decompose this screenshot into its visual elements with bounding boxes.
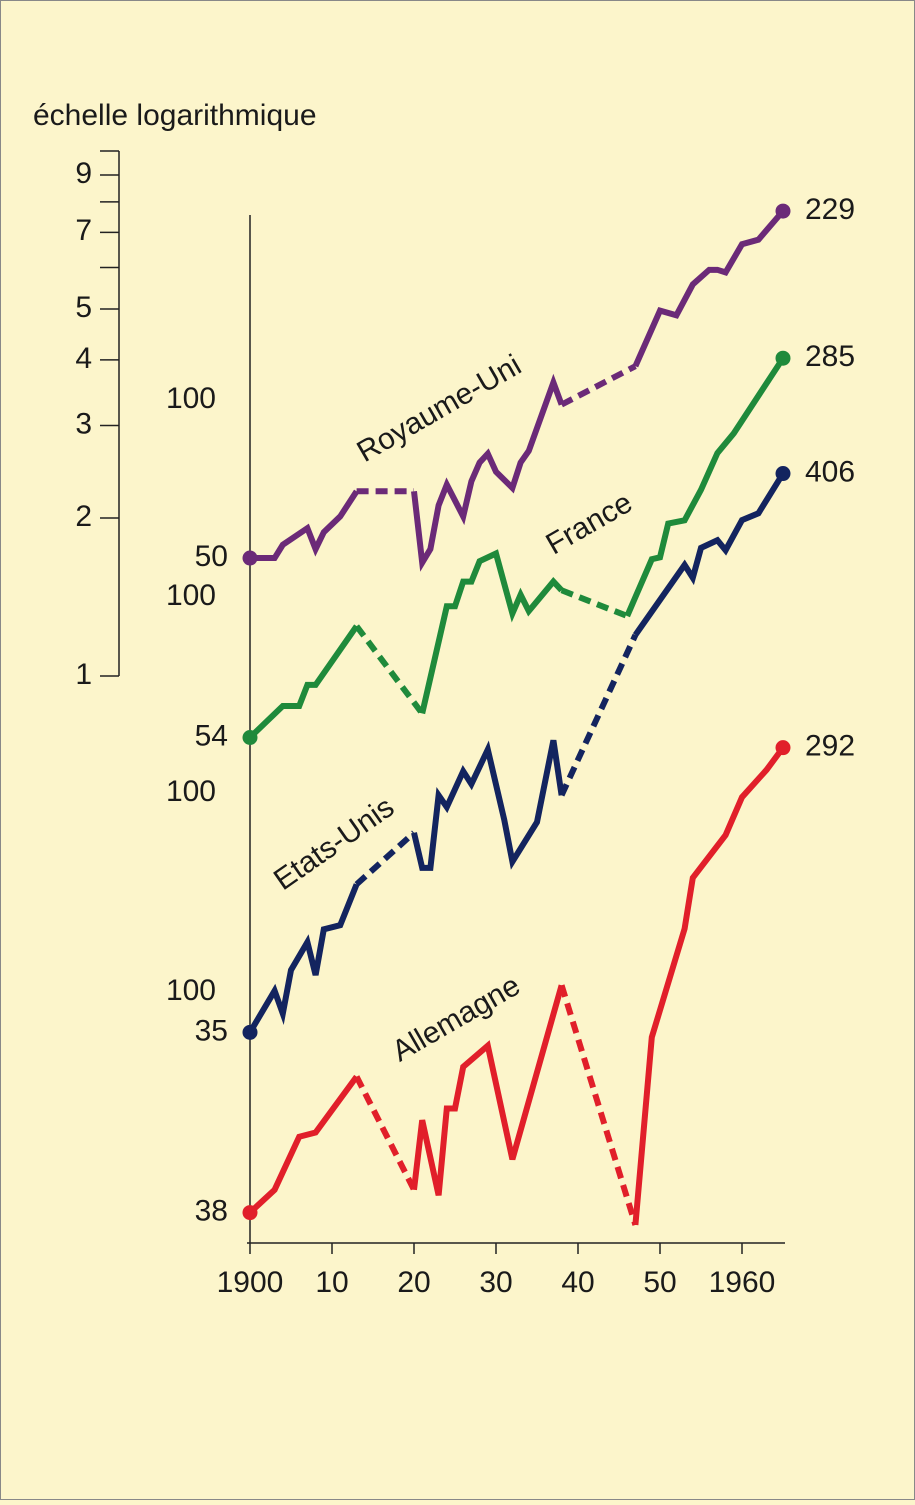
value-label: 50 xyxy=(195,540,228,573)
scale-tick-label: 3 xyxy=(75,407,92,440)
value-label: 38 xyxy=(195,1195,228,1228)
x-tick-label: 20 xyxy=(397,1266,430,1299)
scale-tick-label: 9 xyxy=(75,157,92,190)
x-tick-label: 40 xyxy=(561,1266,594,1299)
end-dot xyxy=(242,550,258,566)
scale-tick-label: 5 xyxy=(75,291,92,324)
series-reference-label: 100 xyxy=(166,775,216,808)
series-line xyxy=(247,1074,360,1215)
x-tick-label: 30 xyxy=(479,1266,512,1299)
scale-tick-label: 4 xyxy=(75,342,92,375)
series-line xyxy=(624,356,786,618)
x-tick-label: 1960 xyxy=(709,1266,776,1299)
series-line xyxy=(411,739,565,871)
series-line xyxy=(411,984,565,1196)
scale-tick-label: 7 xyxy=(75,214,92,247)
series-line xyxy=(250,489,360,562)
value-label: 35 xyxy=(195,1014,228,1047)
x-tick-label: 1900 xyxy=(217,1266,284,1299)
series-line xyxy=(419,549,564,715)
series-line-dashed xyxy=(560,363,637,408)
end-dot xyxy=(775,203,791,219)
end-dot xyxy=(775,350,791,366)
series-line-dashed xyxy=(558,633,639,797)
x-tick-label: 10 xyxy=(315,1266,348,1299)
series-reference-label: 100 xyxy=(166,974,216,1007)
x-tick-label: 50 xyxy=(643,1266,676,1299)
value-label: 229 xyxy=(805,193,855,226)
series-line-dashed xyxy=(558,984,639,1226)
series-line-dashed xyxy=(560,587,629,619)
series-line xyxy=(247,883,360,1034)
series-reference-label: 100 xyxy=(166,579,216,612)
end-dot xyxy=(775,740,791,756)
value-label: 54 xyxy=(195,719,228,752)
series-line-dashed xyxy=(354,830,417,887)
value-label: 292 xyxy=(805,730,855,763)
series-line xyxy=(632,471,786,637)
value-label: 406 xyxy=(805,455,855,488)
series-line xyxy=(632,209,786,368)
end-dot xyxy=(242,1024,258,1040)
value-label: 285 xyxy=(805,340,855,373)
series-line xyxy=(632,745,786,1226)
end-dot xyxy=(242,1205,258,1221)
series-line-dashed xyxy=(353,1075,417,1192)
end-dot xyxy=(775,466,791,482)
scale-label: échelle logarithmique xyxy=(33,99,317,132)
scale-tick-label: 2 xyxy=(75,500,92,533)
scale-tick-label: 1 xyxy=(75,658,92,691)
series-line xyxy=(247,624,360,740)
series-line xyxy=(411,373,565,572)
series-reference-label: 100 xyxy=(166,382,216,415)
end-dot xyxy=(242,729,258,745)
